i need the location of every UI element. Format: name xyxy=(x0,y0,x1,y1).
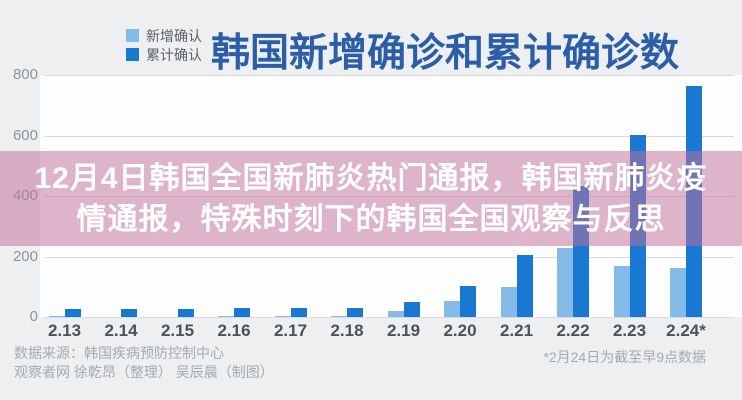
x-tick-label: 2.15 xyxy=(160,321,195,340)
x-tick-label: 2.18 xyxy=(330,321,364,340)
bar-cumulative-confirmed xyxy=(516,255,533,317)
x-tick-label: 2.19 xyxy=(386,321,421,340)
y-axis-label: 0 xyxy=(29,308,38,325)
data-source-text: 数据来源：韩国疾病预防控制中心 xyxy=(14,345,224,361)
x-tick-label: 2.16 xyxy=(217,321,251,340)
bar-cumulative-confirmed xyxy=(347,307,363,317)
x-tick-label: 2.14 xyxy=(104,321,138,340)
chart-legend: 新增确认 累计确认 xyxy=(126,26,202,64)
x-tick-label: 2.13 xyxy=(47,321,82,340)
bar-new-confirmed xyxy=(557,247,573,317)
y-axis-label: 800 xyxy=(12,66,38,83)
headline-overlay-banner: 12月4日韩国全国新肺炎热门通报，韩国新肺炎疫 情通报，特殊时刻下的韩国全国观察… xyxy=(0,151,742,246)
bar-cumulative-confirmed xyxy=(234,308,250,317)
bar-new-confirmed xyxy=(387,310,404,317)
bar-cumulative-confirmed xyxy=(177,308,194,317)
gridline xyxy=(44,256,734,258)
x-tick-label: 2.24* xyxy=(666,321,706,340)
legend-item-new-confirmed: 新增确认 xyxy=(126,26,202,45)
bar-new-confirmed xyxy=(48,316,65,317)
y-axis-label: 600 xyxy=(12,126,38,144)
gridline xyxy=(44,135,734,137)
x-tick-label: 2.21 xyxy=(499,321,534,340)
bar-cumulative-confirmed xyxy=(290,307,307,317)
x-tick-label: 2.23 xyxy=(612,321,647,340)
y-axis-label: 200 xyxy=(12,247,38,265)
headline-line-1: 12月4日韩国全国新肺炎热门通报，韩国新肺炎疫 xyxy=(34,161,708,195)
data-source-credits: 数据来源：韩国疾病预防控制中心 观察者网 徐乾昂（整理） 吴辰晨（制图） xyxy=(14,344,274,382)
bar-new-confirmed xyxy=(444,301,460,317)
gridline xyxy=(44,75,734,76)
bar-cumulative-confirmed xyxy=(121,308,137,317)
bar-new-confirmed xyxy=(218,316,234,317)
legend-item-cumulative-confirmed: 累计确认 xyxy=(126,45,202,64)
bar-cumulative-confirmed xyxy=(460,285,476,317)
bar-cumulative-confirmed xyxy=(403,301,420,317)
new-confirmed-swatch-icon xyxy=(126,29,139,42)
bar-new-confirmed xyxy=(331,316,347,317)
credits-text: 观察者网 徐乾昂（整理） 吴辰晨（制图） xyxy=(14,364,274,380)
bar-new-confirmed xyxy=(670,268,686,317)
chart-title: 韩国新增确诊和累计确诊数 xyxy=(211,32,680,75)
bar-new-confirmed xyxy=(500,286,517,318)
gridline xyxy=(44,317,734,318)
cumulative-confirmed-swatch-icon xyxy=(126,48,139,61)
legend-label: 新增确认 xyxy=(146,27,202,44)
x-tick-label: 2.20 xyxy=(443,321,477,340)
x-tick-label: 2.22 xyxy=(556,321,590,340)
bar-new-confirmed xyxy=(613,265,630,317)
headline-line-2: 情通报，特殊时刻下的韩国全国观察与反思 xyxy=(76,202,666,236)
bar-new-confirmed xyxy=(274,316,291,317)
bar-cumulative-confirmed xyxy=(64,308,81,317)
x-tick-label: 2.17 xyxy=(273,321,308,340)
date-footnote: *2月24日为截至早9点数据 xyxy=(543,349,706,365)
legend-label: 累计确认 xyxy=(146,46,202,63)
